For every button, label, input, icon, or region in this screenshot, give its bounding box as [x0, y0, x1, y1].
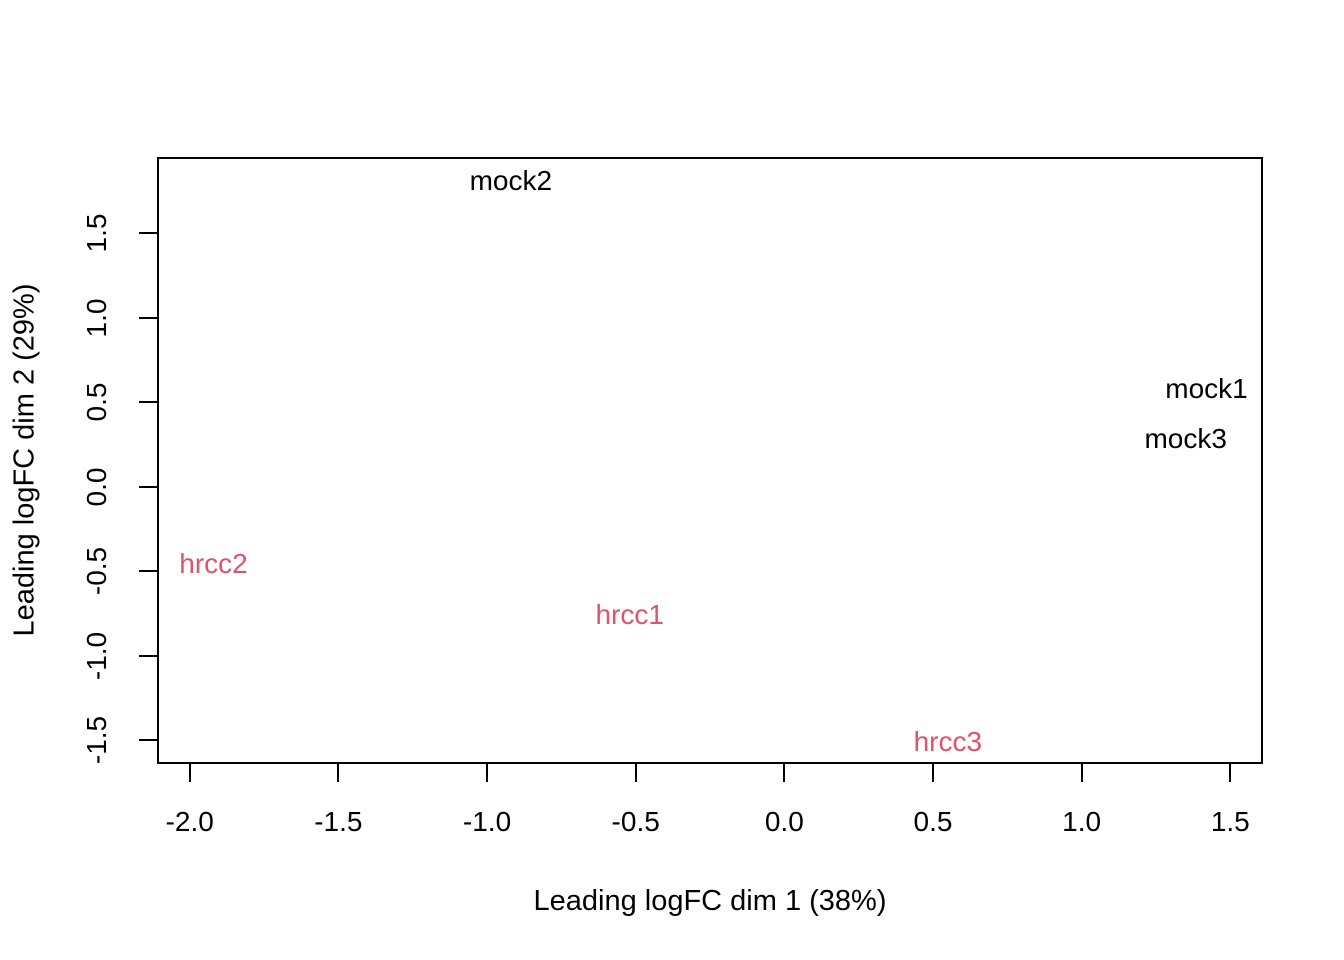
sample-label-mock2: mock2 — [469, 164, 553, 196]
x-tick — [486, 764, 489, 782]
y-tick — [139, 401, 157, 404]
y-tick-label: 0.0 — [81, 467, 112, 507]
x-tick-label: 0.5 — [913, 806, 953, 837]
y-tick-label: -1.5 — [81, 716, 112, 765]
x-axis-title: Leading logFC dim 1 (38%) — [533, 885, 887, 917]
x-tick-label: 1.0 — [1062, 806, 1102, 837]
x-tick — [783, 764, 786, 782]
x-tick-label: -1.5 — [314, 806, 363, 837]
y-tick — [139, 232, 157, 235]
x-tick-label: 0.0 — [764, 806, 804, 837]
y-tick — [139, 570, 157, 573]
y-tick-label: -1.0 — [81, 631, 112, 680]
x-tick — [1080, 764, 1083, 782]
y-tick-label: 1.5 — [81, 213, 112, 253]
y-tick-label: 1.0 — [81, 298, 112, 338]
y-axis-title: Leading logFC dim 2 (29%) — [8, 283, 41, 637]
x-tick — [634, 764, 637, 782]
x-tick-label: 1.5 — [1210, 806, 1250, 837]
x-tick — [1229, 764, 1232, 782]
y-tick — [139, 485, 157, 488]
sample-label-hrcc1: hrcc1 — [595, 599, 664, 631]
sample-label-hrcc2: hrcc2 — [179, 548, 248, 580]
y-tick-label: 0.5 — [81, 382, 112, 422]
sample-label-mock3: mock3 — [1144, 423, 1227, 455]
y-tick — [139, 739, 157, 742]
x-tick — [188, 764, 191, 782]
x-tick — [931, 764, 934, 782]
x-tick — [337, 764, 340, 782]
y-tick-label: -0.5 — [81, 547, 112, 596]
x-tick-label: -0.5 — [611, 806, 660, 837]
y-tick — [139, 654, 157, 657]
x-tick-label: -2.0 — [165, 806, 214, 837]
x-tick-label: -1.0 — [462, 806, 512, 837]
sample-label-hrcc3: hrcc3 — [913, 726, 983, 758]
sample-label-mock1: mock1 — [1165, 372, 1248, 404]
y-tick — [139, 316, 157, 319]
plot-area — [157, 157, 1263, 764]
